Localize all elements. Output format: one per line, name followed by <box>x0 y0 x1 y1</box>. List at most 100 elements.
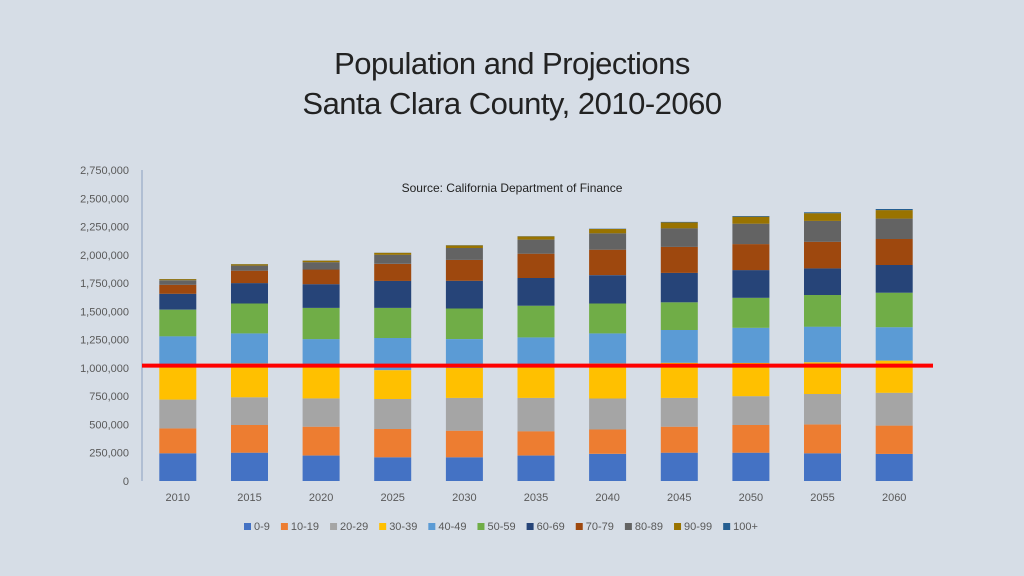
legend-swatch <box>526 523 534 530</box>
y-tick-label: 2,500,000 <box>80 193 129 205</box>
bar-segment <box>517 239 555 254</box>
legend-label: 0-9 <box>254 521 270 533</box>
legend-swatch <box>244 523 251 530</box>
x-tick-label: 2030 <box>452 492 476 504</box>
bar-segment <box>445 248 483 260</box>
bar-segment <box>159 366 197 400</box>
bar-segment <box>732 270 770 298</box>
bar-segment <box>517 365 555 398</box>
bar-segment <box>660 330 698 363</box>
bar-segment <box>660 221 698 223</box>
y-tick-label: 250,000 <box>89 448 129 460</box>
y-tick-label: 1,250,000 <box>80 335 129 347</box>
bar-segment <box>374 252 412 255</box>
legend-swatch <box>280 523 288 530</box>
bar-segment <box>804 212 841 214</box>
bar-segment <box>231 283 268 304</box>
bar-segment <box>302 398 340 427</box>
bar-segment <box>445 245 483 248</box>
bar-segment <box>804 326 841 363</box>
bar-segment <box>374 254 412 264</box>
bar-segment <box>660 362 698 398</box>
bar-segment <box>374 429 412 458</box>
bar-segment <box>589 233 627 250</box>
bar-segment <box>732 362 770 397</box>
bar-segment <box>660 302 698 330</box>
bar-segment <box>374 457 412 481</box>
y-tick-label: 1,750,000 <box>80 278 129 290</box>
bar-segment <box>732 396 770 425</box>
bar-segment <box>159 280 197 285</box>
bar-segment <box>875 265 913 293</box>
bar-segment <box>589 429 627 454</box>
bar-segment <box>374 280 412 308</box>
legend-swatch <box>674 523 682 530</box>
bar-segment <box>445 280 483 309</box>
bar-segment <box>517 455 555 481</box>
bar-segment <box>517 305 555 338</box>
legend-swatch <box>379 523 387 530</box>
bar-segment <box>804 241 841 269</box>
legend-label: 20-29 <box>340 521 368 533</box>
bar-segment <box>231 452 268 481</box>
bar-segment <box>517 397 555 432</box>
bar-segment <box>159 336 197 367</box>
bar-segment <box>302 366 340 399</box>
bar-segment <box>302 260 340 263</box>
bar-segment <box>445 308 483 339</box>
y-tick-label: 750,000 <box>89 391 129 403</box>
y-tick-label: 1,000,000 <box>80 363 129 375</box>
x-tick-label: 2015 <box>237 492 261 504</box>
bar-segment <box>231 270 268 284</box>
bar-segment <box>875 327 913 361</box>
bar-segment <box>875 239 913 265</box>
bar-segment <box>302 339 340 367</box>
bar-segment <box>660 228 698 247</box>
legend-swatch <box>330 523 338 530</box>
bar-segment <box>660 452 698 481</box>
chart-title-line-1: Population and Projections <box>334 46 690 81</box>
bar-segment <box>660 426 698 453</box>
bar-segment <box>804 453 841 481</box>
bar-segment <box>445 367 483 398</box>
bar-segment <box>804 220 841 242</box>
y-tick-label: 0 <box>123 476 129 488</box>
bar-segment <box>445 430 483 458</box>
bar-segment <box>732 452 770 481</box>
x-axis: 2010 2015 2020 2025 2030 2035 2040 2045 2050 2055… <box>166 492 907 504</box>
bar-segment <box>804 213 841 221</box>
bar-segment <box>159 428 197 454</box>
bar-segment <box>374 370 412 399</box>
bar-segment <box>589 453 627 481</box>
bar-segment <box>660 272 698 303</box>
y-axis: 0 250,000 500,000 750,000 1,000,000 1,250,000… <box>80 165 143 488</box>
bar-segment <box>517 337 555 366</box>
legend-label: 100+ <box>733 521 758 533</box>
bar-segment <box>159 453 197 481</box>
legend-label: 10-19 <box>291 521 319 533</box>
legend-swatch <box>477 523 485 530</box>
bar-segment <box>875 210 913 219</box>
legend-swatch <box>575 523 583 530</box>
bar-segment <box>374 399 412 429</box>
bar-segment <box>732 425 770 453</box>
bar-segment <box>804 424 841 454</box>
legend: 0-9 10-19 20-29 30-39 40-49 50-59 60-69 70-79 80… <box>244 521 758 533</box>
legend-label: 70-79 <box>586 521 614 533</box>
chart-title: Population and Projections Santa Clara C… <box>0 44 1024 124</box>
bar-segment <box>660 397 698 427</box>
bar-segment <box>159 279 197 281</box>
x-tick-label: 2010 <box>166 492 190 504</box>
source-annotation: Source: California Department of Finance <box>402 181 623 195</box>
bar-segment <box>875 425 913 454</box>
bar-segment <box>589 398 627 430</box>
y-tick-label: 2,250,000 <box>80 222 129 234</box>
y-tick-label: 1,500,000 <box>80 306 129 318</box>
bar-segment <box>445 397 483 431</box>
legend-label: 50-59 <box>487 521 515 533</box>
bar-segment <box>302 455 340 481</box>
bar-segment <box>660 222 698 229</box>
bar-segment <box>589 303 627 334</box>
y-tick-label: 2,000,000 <box>80 250 129 262</box>
